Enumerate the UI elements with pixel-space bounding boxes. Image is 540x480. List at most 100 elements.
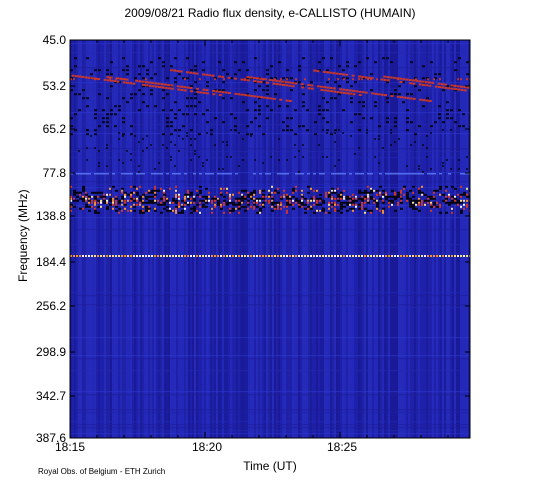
spectrogram-cell xyxy=(344,40,346,438)
spectrogram-cell xyxy=(298,201,301,204)
spectrogram-cell xyxy=(244,255,246,257)
spectrogram-cell xyxy=(334,201,336,204)
spectrogram-cell xyxy=(88,173,91,175)
spectrogram-cell xyxy=(386,117,389,120)
spectrogram-cell xyxy=(270,156,272,158)
spectrogram-cell xyxy=(442,40,444,438)
spectrogram-cell xyxy=(318,113,321,116)
spectrogram-cell xyxy=(262,133,265,136)
spectrogram-cell xyxy=(433,197,436,200)
spectrogram-cell xyxy=(460,199,462,202)
spectrogram-cell xyxy=(338,65,341,68)
spectrogram-cell xyxy=(175,209,177,212)
spectrogram-cell xyxy=(98,69,101,72)
spectrogram-cell xyxy=(326,132,328,134)
spectrogram-cell xyxy=(218,61,221,64)
spectrogram-cell xyxy=(130,255,132,257)
spectrogram-cell xyxy=(94,109,97,112)
spectrogram-cell xyxy=(342,40,344,438)
spectrogram-cell xyxy=(192,40,194,438)
spectrogram-cell xyxy=(426,97,429,100)
spectrogram-cell xyxy=(460,211,463,214)
spectrogram-cell xyxy=(338,93,341,96)
spectrogram-cell xyxy=(370,40,372,438)
spectrogram-cell xyxy=(194,97,197,100)
spectrogram-cell xyxy=(444,86,448,89)
spectrogram-cell xyxy=(433,173,436,175)
spectrogram-cell xyxy=(220,40,222,438)
spectrogram-cell xyxy=(118,105,121,108)
spectrogram-cell xyxy=(440,40,442,438)
spectrogram-cell xyxy=(385,173,388,175)
spectrogram-cell xyxy=(164,40,166,438)
spectrogram-cell xyxy=(182,125,185,128)
spectrogram-cell xyxy=(90,40,92,438)
spectrogram-cell xyxy=(361,255,363,257)
spectrogram-cell xyxy=(175,201,178,204)
spectrogram-cell xyxy=(390,144,392,146)
spectrogram-cell xyxy=(109,76,113,79)
spectrogram-cell xyxy=(340,207,343,210)
spectrogram-cell xyxy=(342,132,344,134)
spectrogram-cell xyxy=(122,69,125,72)
spectrogram-cell xyxy=(274,205,277,208)
spectrogram-cell xyxy=(376,199,378,202)
spectrogram-cell xyxy=(374,138,376,140)
spectrogram-cell xyxy=(122,133,125,136)
spectrogram-cell xyxy=(394,173,397,175)
spectrogram-cell xyxy=(186,135,188,137)
spectrogram-cell xyxy=(190,207,193,210)
spectrogram-cell xyxy=(186,97,189,100)
spectrogram-cell xyxy=(374,105,377,108)
spectrogram-cell xyxy=(142,255,144,257)
spectrogram-cell xyxy=(343,78,345,81)
spectrogram-cell xyxy=(166,77,169,80)
spectrogram-cell xyxy=(121,187,124,190)
spectrogram-cell xyxy=(115,195,117,198)
spectrogram-cell xyxy=(214,199,216,202)
spectrogram-cell xyxy=(142,65,145,68)
spectrogram-cell xyxy=(133,203,135,206)
spectrogram-cell xyxy=(145,191,147,194)
spectrogram-cell xyxy=(352,89,355,92)
spectrogram-cell xyxy=(163,255,165,257)
spectrogram-cell xyxy=(370,209,373,212)
spectrogram-cell xyxy=(286,78,288,81)
spectrogram-cell xyxy=(202,195,205,198)
spectrogram-cell xyxy=(133,197,135,200)
spectrogram-cell xyxy=(434,121,437,124)
spectrogram-cell xyxy=(178,173,181,175)
spectrogram-cell xyxy=(88,201,90,204)
spectrogram-cell xyxy=(115,201,117,204)
spectrogram-cell xyxy=(206,40,208,438)
spectrogram-cell xyxy=(342,91,346,94)
spectrogram-cell xyxy=(460,209,463,212)
spectrogram-cell xyxy=(304,211,307,214)
y-tick-label: 387.6 xyxy=(36,431,66,445)
spectrogram-cell xyxy=(370,187,372,190)
spectrogram-cell xyxy=(412,97,416,100)
spectrogram-cell xyxy=(454,197,457,200)
spectrogram-cell xyxy=(270,109,273,112)
spectrogram-cell xyxy=(202,88,206,91)
spectrogram-cell xyxy=(142,193,145,196)
spectrogram-cell xyxy=(274,78,276,81)
spectrogram-cell xyxy=(150,40,152,438)
spectrogram-cell xyxy=(253,80,257,83)
spectrogram-cell xyxy=(118,159,120,161)
spectrogram-cell xyxy=(366,57,369,60)
spectrogram-cell xyxy=(96,40,98,438)
spectrogram-cell xyxy=(163,193,166,196)
y-tick-label: 298.9 xyxy=(36,345,66,359)
spectrogram-cell xyxy=(421,191,424,194)
spectrogram-cell xyxy=(144,40,146,438)
spectrogram-cell xyxy=(70,151,470,153)
spectrogram-cell xyxy=(170,159,172,161)
spectrogram-cell xyxy=(337,173,340,175)
spectrogram-cell xyxy=(160,187,162,190)
spectrogram-cell xyxy=(104,40,106,438)
spectrogram-cell xyxy=(286,197,289,200)
spectrogram-cell xyxy=(278,83,282,86)
spectrogram-cell xyxy=(460,193,463,196)
spectrogram-cell xyxy=(438,105,441,108)
